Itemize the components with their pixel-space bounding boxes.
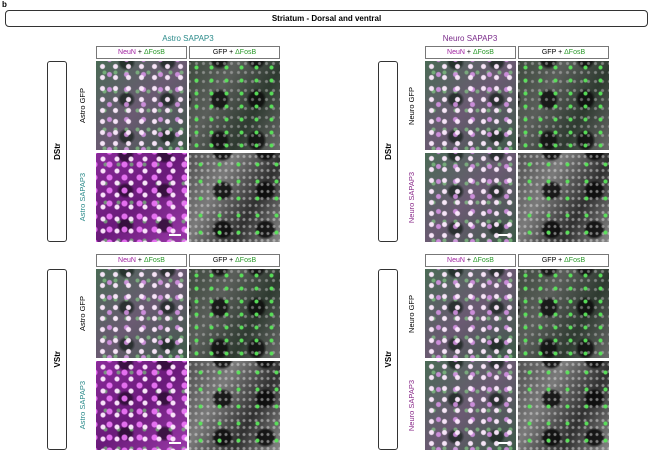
micrograph — [425, 269, 516, 358]
header-part: + — [137, 257, 142, 264]
region-label: DStr — [383, 143, 393, 160]
row-label-box: Astro SAPAP3 — [70, 361, 94, 450]
micrograph — [425, 61, 516, 150]
header-part: + — [558, 49, 563, 56]
row-label-box: Neuro SAPAP3 — [399, 361, 423, 450]
header-part: + — [558, 257, 563, 264]
row-label-box: Astro GFP — [70, 61, 94, 150]
micrograph — [96, 61, 187, 150]
header-part: + — [229, 257, 234, 264]
region-box: DStr — [47, 61, 67, 242]
column-header: NeuN + ΔFosB — [425, 254, 516, 267]
scale-bar — [169, 234, 181, 236]
micrograph — [425, 361, 516, 450]
header-part: NeuN — [447, 257, 465, 264]
header-part: NeuN — [447, 49, 465, 56]
row-label-box: Neuro GFP — [399, 61, 423, 150]
header-part: NeuN — [118, 257, 136, 264]
header-part: + — [466, 49, 471, 56]
column-header: GFP + ΔFosB — [518, 46, 609, 59]
region-box: DStr — [378, 61, 398, 242]
column-header: NeuN + ΔFosB — [96, 254, 187, 267]
row-label: Neuro GFP — [406, 294, 416, 333]
row-label: Astro GFP — [77, 87, 87, 123]
header-part: + — [229, 49, 234, 56]
region-label: VStr — [383, 351, 393, 368]
header-part: NeuN — [118, 49, 136, 56]
row-label-box: Astro SAPAP3 — [70, 153, 94, 242]
micrograph — [425, 153, 516, 242]
header-part: ΔFosB — [564, 49, 586, 56]
row-label-box: Neuro SAPAP3 — [399, 153, 423, 242]
row-label: Astro SAPAP3 — [77, 173, 87, 222]
header-part: + — [466, 257, 471, 264]
column-header: GFP + ΔFosB — [518, 254, 609, 267]
scale-bar — [169, 442, 181, 444]
header-part: ΔFosB — [143, 257, 165, 264]
column-header: GFP + ΔFosB — [189, 46, 280, 59]
micrograph — [518, 61, 609, 150]
header-part: GFP — [541, 49, 557, 56]
micrograph — [518, 361, 609, 450]
figure-title: Striatum - Dorsal and ventral — [5, 10, 648, 27]
group-title: Astro SAPAP3 — [162, 34, 214, 43]
region-box: VStr — [378, 269, 398, 450]
row-label: Astro GFP — [77, 295, 87, 331]
header-part: ΔFosB — [235, 257, 257, 264]
header-part: GFP — [212, 257, 228, 264]
row-label-box: Neuro GFP — [399, 269, 423, 358]
scale-bar — [498, 442, 510, 444]
header-part: GFP — [541, 257, 557, 264]
region-box: VStr — [47, 269, 67, 450]
header-part: ΔFosB — [472, 49, 494, 56]
micrograph — [96, 361, 187, 450]
micrograph — [189, 153, 280, 242]
row-label-box: Astro GFP — [70, 269, 94, 358]
row-label: Neuro SAPAP3 — [406, 379, 416, 432]
micrograph — [96, 153, 187, 242]
column-header: GFP + ΔFosB — [189, 254, 280, 267]
region-label: VStr — [52, 351, 62, 368]
micrograph — [189, 61, 280, 150]
group-title: Neuro SAPAP3 — [442, 34, 498, 43]
header-part: ΔFosB — [472, 257, 494, 264]
micrograph — [518, 153, 609, 242]
panel-label: b — [2, 0, 7, 9]
micrograph — [189, 269, 280, 358]
micrograph — [518, 269, 609, 358]
header-part: GFP — [212, 49, 228, 56]
column-header: NeuN + ΔFosB — [425, 46, 516, 59]
header-part: + — [137, 49, 142, 56]
header-part: ΔFosB — [235, 49, 257, 56]
row-label: Astro SAPAP3 — [77, 381, 87, 430]
micrograph — [96, 269, 187, 358]
micrograph — [189, 361, 280, 450]
region-label: DStr — [52, 143, 62, 160]
row-label: Neuro GFP — [406, 86, 416, 125]
column-header: NeuN + ΔFosB — [96, 46, 187, 59]
header-part: ΔFosB — [143, 49, 165, 56]
scale-bar — [498, 234, 510, 236]
header-part: ΔFosB — [564, 257, 586, 264]
row-label: Neuro SAPAP3 — [406, 171, 416, 224]
